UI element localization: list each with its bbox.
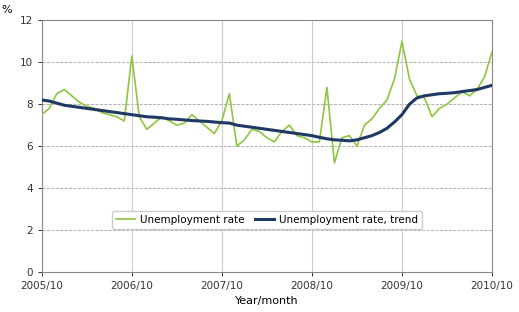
Unemployment rate, trend	[504, 83, 510, 87]
Unemployment rate, trend	[309, 134, 315, 138]
Unemployment rate	[159, 115, 165, 119]
Unemployment rate, trend	[496, 82, 502, 86]
Legend: Unemployment rate, Unemployment rate, trend: Unemployment rate, Unemployment rate, tr…	[112, 211, 422, 229]
Text: %: %	[1, 5, 12, 15]
Unemployment rate	[309, 140, 315, 144]
Unemployment rate, trend	[159, 116, 165, 120]
X-axis label: Year/month: Year/month	[235, 296, 299, 306]
Unemployment rate, trend	[38, 98, 45, 102]
Unemployment rate, trend	[218, 121, 225, 124]
Line: Unemployment rate, trend: Unemployment rate, trend	[42, 84, 519, 141]
Unemployment rate	[504, 67, 510, 71]
Unemployment rate	[331, 161, 337, 165]
Unemployment rate	[399, 39, 405, 43]
Unemployment rate	[38, 113, 45, 117]
Line: Unemployment rate: Unemployment rate	[42, 41, 519, 163]
Unemployment rate, trend	[346, 139, 352, 143]
Unemployment rate	[218, 119, 225, 123]
